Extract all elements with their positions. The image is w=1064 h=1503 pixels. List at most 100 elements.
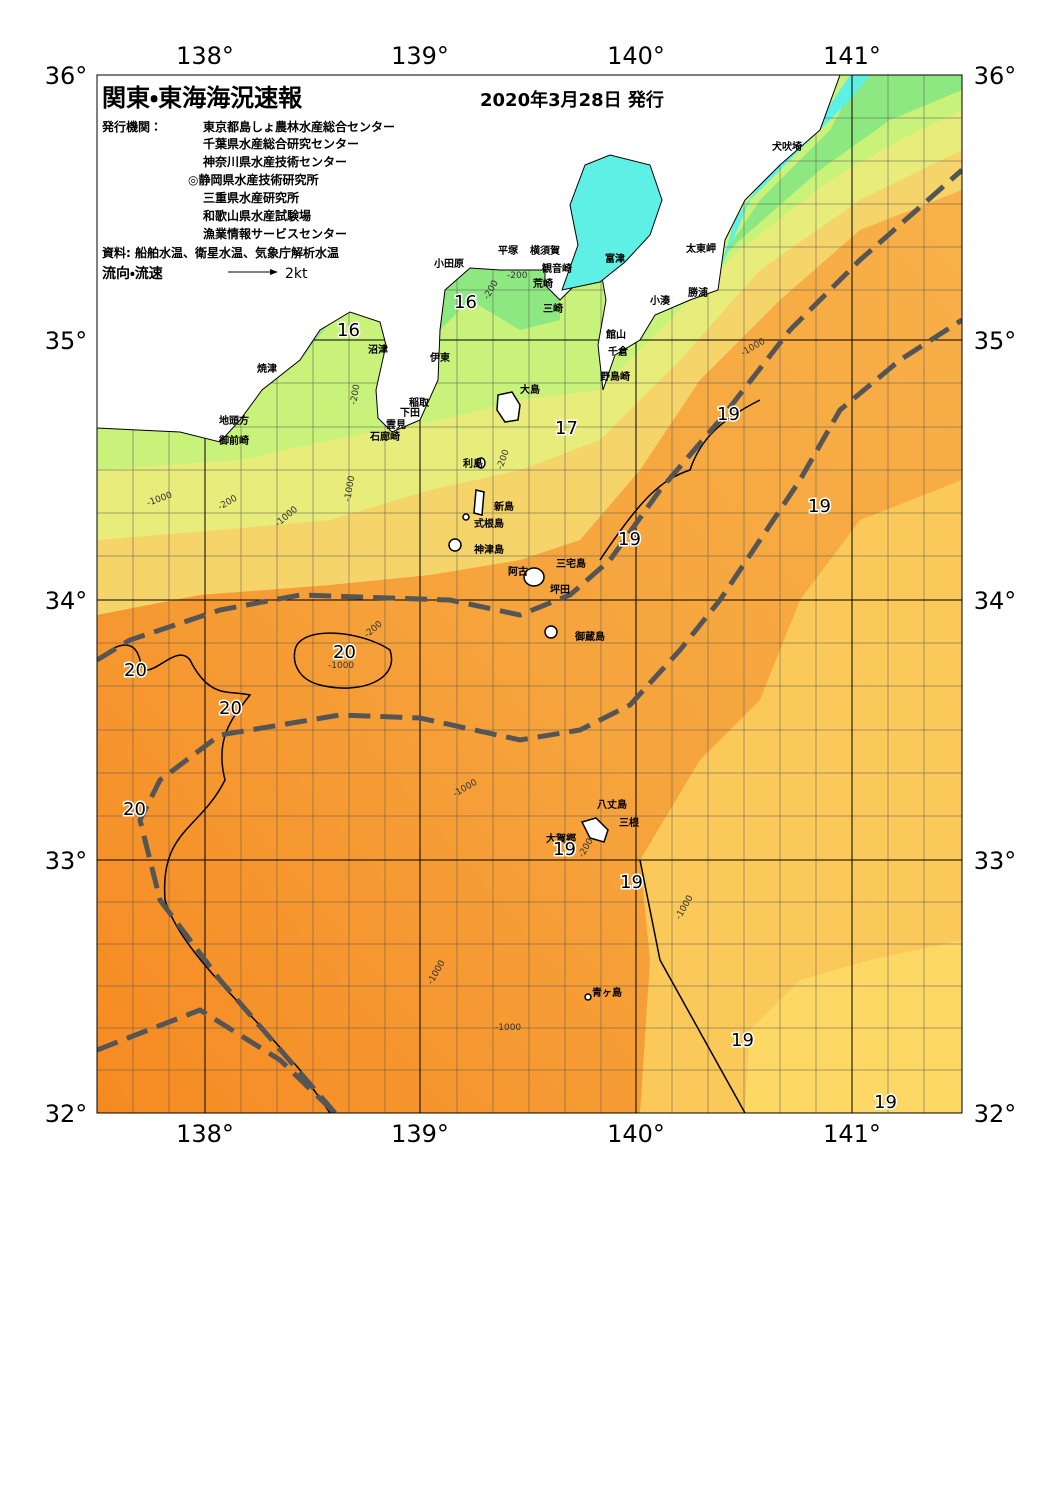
place-name: 焼津: [257, 362, 277, 375]
depth-label: -200: [507, 271, 528, 281]
lat-label: 36°: [45, 62, 88, 90]
place-name: 小湊: [649, 294, 671, 307]
issuer: 三重県水産研究所: [203, 190, 299, 205]
place-name: 観音崎: [542, 262, 572, 275]
place-name: 横須賀: [530, 244, 560, 257]
place-name: 坪田: [550, 583, 570, 596]
depth-label: -1000: [343, 475, 357, 503]
place-name: 富津: [605, 252, 625, 265]
isotherm-label: 19: [874, 1092, 897, 1113]
isotherm-lines: [97, 399, 761, 1113]
place-name: 石廊崎: [369, 430, 400, 443]
warm-zone: [640, 480, 962, 1113]
legend-label: 流向・流速: [102, 265, 163, 282]
place-name: 雲見: [386, 419, 406, 431]
place-name: 伊東: [429, 351, 450, 364]
place-name: 地頭方: [219, 414, 249, 427]
place-name: 八丈島: [597, 798, 627, 811]
place-name: 平塚: [498, 244, 519, 257]
place-name: 沼津: [368, 343, 388, 356]
issuer: 和歌山県水産試験場: [202, 208, 311, 223]
lon-label: 140°: [607, 42, 665, 70]
title: 関東・東海海況速報: [102, 84, 303, 112]
islands: [448, 391, 609, 1001]
place-name: 三根: [619, 816, 640, 829]
lat-label: 35°: [974, 327, 1017, 355]
isotherm-label: 20: [219, 698, 242, 719]
map-field: [97, 75, 962, 1113]
place-name: 荒崎: [532, 277, 553, 290]
green-zone: [640, 75, 962, 340]
date: 2020年3月28日 発行: [480, 89, 664, 111]
lat-label: 32°: [45, 1100, 88, 1128]
place-name: 犬吠埼: [772, 140, 802, 153]
place-name: 新島: [493, 500, 514, 513]
minor-grid: [97, 75, 962, 1113]
map-frame: [96, 74, 963, 1114]
place-name: 勝浦: [688, 286, 708, 299]
place-name: 御蔵島: [574, 630, 605, 643]
lon-label: 138°: [176, 42, 234, 70]
lon-label: 138°: [176, 1120, 234, 1148]
place-name: 神津島: [473, 543, 504, 556]
place-name: 三崎: [543, 302, 563, 315]
isotherm-label: 19: [808, 496, 831, 517]
isotherm-label: 19: [553, 839, 576, 860]
depth-label: -1000: [495, 1023, 521, 1033]
kuroshio-axis: [97, 168, 962, 1113]
place-name: 館山: [605, 328, 626, 341]
place-name: 式根島: [474, 517, 504, 530]
place-name: 三宅島: [556, 557, 586, 570]
lat-label: 36°: [974, 62, 1017, 90]
lat-label: 35°: [45, 327, 88, 355]
isotherm-label: 19: [618, 529, 641, 550]
isotherm-labels: 16 16 17 19 19 19 20 20 20 20 19 19 19 19: [122, 291, 899, 1115]
isotherm-label: 20: [123, 799, 146, 820]
issuer: 漁業情報サービスセンター: [203, 226, 347, 241]
lat-label: 33°: [45, 847, 88, 875]
place-name: 利島: [463, 457, 483, 470]
isotherm-label: 19: [731, 1030, 754, 1051]
lon-label: 139°: [391, 42, 449, 70]
lat-label: 34°: [45, 587, 88, 615]
isotherm-label: 19: [717, 404, 740, 425]
legend-scale: 2kt: [285, 266, 308, 282]
depth-label: -1000: [328, 661, 354, 671]
place-name: 野島崎: [600, 370, 630, 383]
place-name: 青ヶ島: [592, 986, 622, 999]
isotherm-label: 16: [454, 292, 477, 313]
issuer: 千葉県水産総合研究センター: [203, 136, 359, 151]
tokyo-bay: [561, 154, 663, 291]
issuers-label: 発行機関：: [101, 119, 162, 134]
lon-label: 141°: [823, 42, 881, 70]
major-grid: [97, 75, 962, 1113]
isotherm-label: 20: [124, 660, 147, 681]
legend-arrowhead: [270, 269, 278, 275]
issuer: 神奈川県水産技術センター: [202, 154, 347, 169]
lat-label: 33°: [974, 847, 1017, 875]
isotherm-label: 16: [337, 320, 360, 341]
isotherm-label: 19: [620, 872, 643, 893]
place-name: 大島: [520, 383, 540, 396]
place-name: 阿古: [508, 565, 528, 578]
sources: 資料: 船舶水温、衛星水温、気象庁解析水温: [102, 245, 339, 260]
issuer: ◎静岡県水産技術研究所: [188, 172, 318, 187]
place-name: 小田原: [433, 257, 464, 270]
header: 関東・東海海況速報 2020年3月28日 発行 発行機関： 東京都島しょ農林水産…: [101, 84, 664, 282]
issuer: 東京都島しょ農林水産総合センター: [203, 119, 395, 134]
depth-label: -200: [349, 383, 362, 405]
isotherm-label: 17: [555, 418, 578, 439]
place-name: 太東岬: [685, 242, 716, 255]
lon-label: 140°: [607, 1120, 665, 1148]
axis-labels: 138° 139° 140° 141° 138° 139° 140° 141° …: [45, 42, 1017, 1148]
place-name: 稲取: [409, 396, 430, 409]
lon-label: 141°: [823, 1120, 881, 1148]
lat-label: 32°: [974, 1100, 1017, 1128]
isotherm-label: 20: [333, 642, 356, 663]
land: [97, 75, 841, 443]
place-name: 下田: [400, 407, 420, 419]
